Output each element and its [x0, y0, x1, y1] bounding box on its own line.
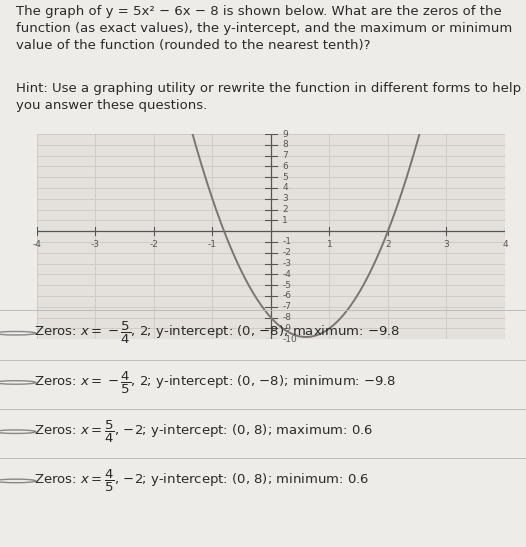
- Text: Hint: Use a graphing utility or rewrite the function in different forms to help
: Hint: Use a graphing utility or rewrite …: [16, 82, 521, 112]
- Text: Zeros: $x = \dfrac{5}{4}$, −2; y-intercept: (0, 8); maximum: 0.6: Zeros: $x = \dfrac{5}{4}$, −2; y-interce…: [34, 418, 373, 445]
- Text: -1: -1: [282, 237, 291, 247]
- Text: -1: -1: [208, 241, 217, 249]
- Text: -7: -7: [282, 302, 291, 311]
- Text: -9: -9: [282, 324, 291, 333]
- Text: -4: -4: [33, 241, 41, 249]
- Text: 4: 4: [282, 183, 288, 193]
- Text: -6: -6: [282, 292, 291, 300]
- Text: 3: 3: [282, 194, 288, 203]
- Text: Zeros: $x = -\dfrac{5}{4}$, 2; y-intercept: (0, −8); maximum: −9.8: Zeros: $x = -\dfrac{5}{4}$, 2; y-interce…: [34, 320, 400, 346]
- Text: Zeros: $x = -\dfrac{4}{5}$, 2; y-intercept: (0, −8); minimum: −9.8: Zeros: $x = -\dfrac{4}{5}$, 2; y-interce…: [34, 369, 397, 395]
- Text: 9: 9: [282, 130, 288, 138]
- Text: -3: -3: [91, 241, 100, 249]
- Text: 3: 3: [443, 241, 449, 249]
- Text: 5: 5: [282, 173, 288, 182]
- Text: 8: 8: [282, 141, 288, 149]
- Text: -10: -10: [282, 335, 297, 344]
- Text: 4: 4: [502, 241, 508, 249]
- Text: 1: 1: [282, 216, 288, 225]
- Text: -2: -2: [149, 241, 158, 249]
- Text: -8: -8: [282, 313, 291, 322]
- Text: The graph of y = 5x² − 6x − 8 is shown below. What are the zeros of the
function: The graph of y = 5x² − 6x − 8 is shown b…: [16, 5, 512, 53]
- Text: -5: -5: [282, 281, 291, 290]
- Text: Zeros: $x = \dfrac{4}{5}$, −2; y-intercept: (0, 8); minimum: 0.6: Zeros: $x = \dfrac{4}{5}$, −2; y-interce…: [34, 468, 369, 494]
- Text: 1: 1: [327, 241, 332, 249]
- Text: -4: -4: [282, 270, 291, 279]
- Text: -2: -2: [282, 248, 291, 257]
- Text: 2: 2: [385, 241, 391, 249]
- Text: 6: 6: [282, 162, 288, 171]
- Text: 7: 7: [282, 151, 288, 160]
- Text: -3: -3: [282, 259, 291, 268]
- Text: 2: 2: [282, 205, 288, 214]
